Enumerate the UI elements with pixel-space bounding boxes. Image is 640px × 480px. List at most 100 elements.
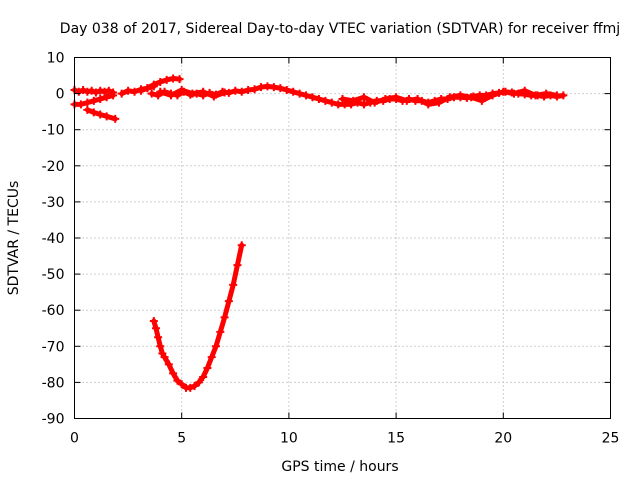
data-point <box>74 87 83 96</box>
x-tick-label: 10 <box>280 431 298 447</box>
data-point <box>149 80 158 89</box>
y-tick-label: -30 <box>42 195 65 211</box>
data-point <box>499 87 508 96</box>
data-point <box>456 91 465 100</box>
y-tick-label: -20 <box>42 159 65 175</box>
data-point <box>233 261 242 270</box>
data-point <box>173 376 182 385</box>
chart-title: Day 038 of 2017, Sidereal Day-to-day VTE… <box>60 21 620 37</box>
data-point <box>89 108 98 117</box>
data-point <box>91 88 100 97</box>
axis-ticks: -90 -80 -70 -60 -50 -40 -30 -20 -10 0 10 0 5 10 15 20 25 <box>42 51 620 447</box>
data-point <box>207 353 216 362</box>
data-point <box>190 382 199 391</box>
data-point <box>96 95 105 104</box>
data-point <box>151 324 160 333</box>
y-tick-label: 10 <box>47 51 65 67</box>
data-point <box>359 100 368 109</box>
data-point <box>156 78 165 87</box>
data-point <box>531 91 540 100</box>
data-point <box>156 342 165 351</box>
y-tick-label: -40 <box>42 231 65 247</box>
data-point <box>76 100 85 109</box>
data-point <box>237 87 246 96</box>
y-axis-label: SDTVAR / TECUs <box>6 181 22 296</box>
data-point <box>111 114 120 123</box>
data-series <box>70 74 568 392</box>
data-point <box>237 241 246 250</box>
data-point <box>402 96 411 105</box>
data-point <box>359 93 368 102</box>
data-point <box>194 378 203 387</box>
x-tick-label: 25 <box>602 431 620 447</box>
data-point <box>160 353 169 362</box>
data-point <box>83 98 92 107</box>
data-point <box>424 100 433 109</box>
data-point <box>169 369 178 378</box>
data-point <box>162 75 171 84</box>
data-point <box>186 383 195 392</box>
data-point <box>381 95 390 104</box>
data-point <box>199 87 208 96</box>
data-point <box>370 98 379 107</box>
y-tick-label: -70 <box>42 339 65 355</box>
data-point <box>542 89 551 98</box>
data-point <box>164 360 173 369</box>
y-tick-label: -60 <box>42 303 65 319</box>
data-point <box>392 93 401 102</box>
data-point <box>109 91 118 100</box>
data-point <box>250 85 259 94</box>
data-point <box>314 95 323 104</box>
data-point <box>510 89 519 98</box>
data-point <box>308 93 317 102</box>
data-point <box>96 110 105 119</box>
data-point <box>89 96 98 105</box>
x-tick-label: 20 <box>494 431 512 447</box>
data-point <box>212 342 221 351</box>
data-point <box>156 87 165 96</box>
data-point <box>216 327 225 336</box>
data-point <box>269 83 278 92</box>
data-point <box>199 372 208 381</box>
x-tick-label: 0 <box>70 431 79 447</box>
data-point <box>295 89 304 98</box>
data-point <box>229 280 238 289</box>
y-tick-label: -90 <box>42 412 65 428</box>
data-point <box>130 87 139 96</box>
data-point <box>104 86 113 95</box>
data-point <box>520 86 529 95</box>
data-point <box>434 98 443 107</box>
data-point <box>87 86 96 95</box>
data-point <box>552 91 561 100</box>
data-point <box>83 105 92 114</box>
data-point <box>349 96 358 105</box>
data-point <box>224 297 233 306</box>
data-point <box>477 96 486 105</box>
data-point <box>220 88 229 97</box>
data-point <box>327 98 336 107</box>
data-point <box>102 112 111 121</box>
data-point <box>100 87 109 96</box>
y-tick-label: -10 <box>42 123 65 139</box>
y-tick-label: 0 <box>56 87 65 103</box>
gridlines <box>74 57 611 419</box>
data-point <box>117 89 126 98</box>
data-point <box>175 75 184 84</box>
y-tick-label: -50 <box>42 267 65 283</box>
data-point <box>143 84 152 93</box>
data-point <box>188 89 197 98</box>
data-point <box>166 91 175 100</box>
data-point <box>231 86 240 95</box>
data-point <box>338 95 347 104</box>
data-point <box>149 317 158 326</box>
data-point <box>147 89 156 98</box>
data-point <box>321 96 330 105</box>
data-point <box>177 85 186 94</box>
data-point <box>289 87 298 96</box>
data-point <box>302 91 311 100</box>
x-tick-label: 15 <box>387 431 405 447</box>
data-point <box>220 313 229 322</box>
data-point <box>83 87 92 96</box>
x-axis-label: GPS time / hours <box>281 459 398 475</box>
